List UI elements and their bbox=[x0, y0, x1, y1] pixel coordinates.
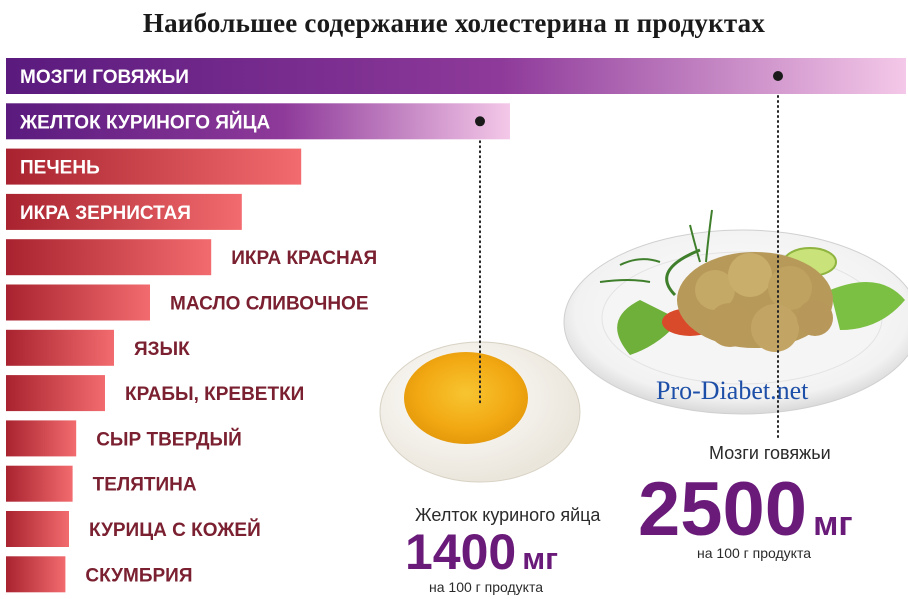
brain-callout-name: Мозги говяжьи bbox=[709, 443, 831, 463]
bar-курица-с-кожей bbox=[6, 511, 69, 547]
brain-callout-value: 2500 мг bbox=[638, 472, 853, 562]
bar-печень bbox=[6, 148, 302, 185]
bar-скумбрия bbox=[6, 556, 66, 593]
yolk-callout-value: 1400 мг bbox=[405, 526, 558, 585]
bar-label-печень: Печень bbox=[20, 158, 100, 179]
brain-leader-line-dot bbox=[773, 71, 783, 81]
bar-label-курица-с-кожей: Курица с кожей bbox=[89, 519, 261, 541]
bar-label-сыр-твердый: Сыр твердый bbox=[96, 428, 242, 450]
bar-label-крабы-креветки: Крабы, креветки bbox=[125, 384, 304, 405]
chart-title: Наибольшее содержание холестерина п прод… bbox=[142, 8, 766, 38]
beef-brain-dish-icon bbox=[563, 209, 908, 415]
bar-телятина bbox=[6, 465, 73, 502]
bar-язык bbox=[6, 329, 114, 366]
bar-label-желток-куриного-яйца: Желток куриного яйца bbox=[19, 111, 270, 133]
bar-мозги-говяжьи bbox=[6, 58, 906, 94]
watermark: Pro-Diabet.net bbox=[656, 376, 809, 405]
bar-label-мозги-говяжьи: Мозги говяжьи bbox=[20, 67, 189, 88]
bar-крабы-креветки bbox=[6, 375, 105, 412]
yolk-callout-name: Желток куриного яйца bbox=[415, 505, 601, 525]
bar-сыр-твердый bbox=[6, 420, 77, 457]
brain-callout-note: на 100 г продукта bbox=[697, 545, 811, 561]
yolk-callout-number: 1400 bbox=[405, 524, 517, 580]
bar-желток-куриного-яйца bbox=[6, 103, 510, 140]
bar-label-икра-зернистая: Икра зернистая bbox=[20, 203, 191, 224]
brain-callout-unit: мг bbox=[813, 505, 853, 543]
bar-label-масло-сливочное: Масло сливочное bbox=[170, 294, 369, 315]
bar-label-телятина: Телятина bbox=[93, 475, 197, 496]
bar-икра-зернистая bbox=[6, 193, 242, 230]
yolk-callout-unit: мг bbox=[522, 541, 559, 576]
bar-label-язык: Язык bbox=[134, 339, 190, 360]
yolk-leader-line-dot bbox=[475, 116, 485, 127]
bar-масло-сливочное bbox=[6, 284, 150, 321]
bar-label-икра-красная: Икра красная bbox=[231, 248, 377, 269]
brain-callout-number: 2500 bbox=[638, 467, 808, 552]
boiled-egg-half-icon bbox=[379, 341, 581, 483]
bar-икра-красная bbox=[6, 239, 212, 276]
bar-label-скумбрия: Скумбрия bbox=[85, 565, 192, 586]
yolk-callout-note: на 100 г продукта bbox=[429, 579, 543, 595]
